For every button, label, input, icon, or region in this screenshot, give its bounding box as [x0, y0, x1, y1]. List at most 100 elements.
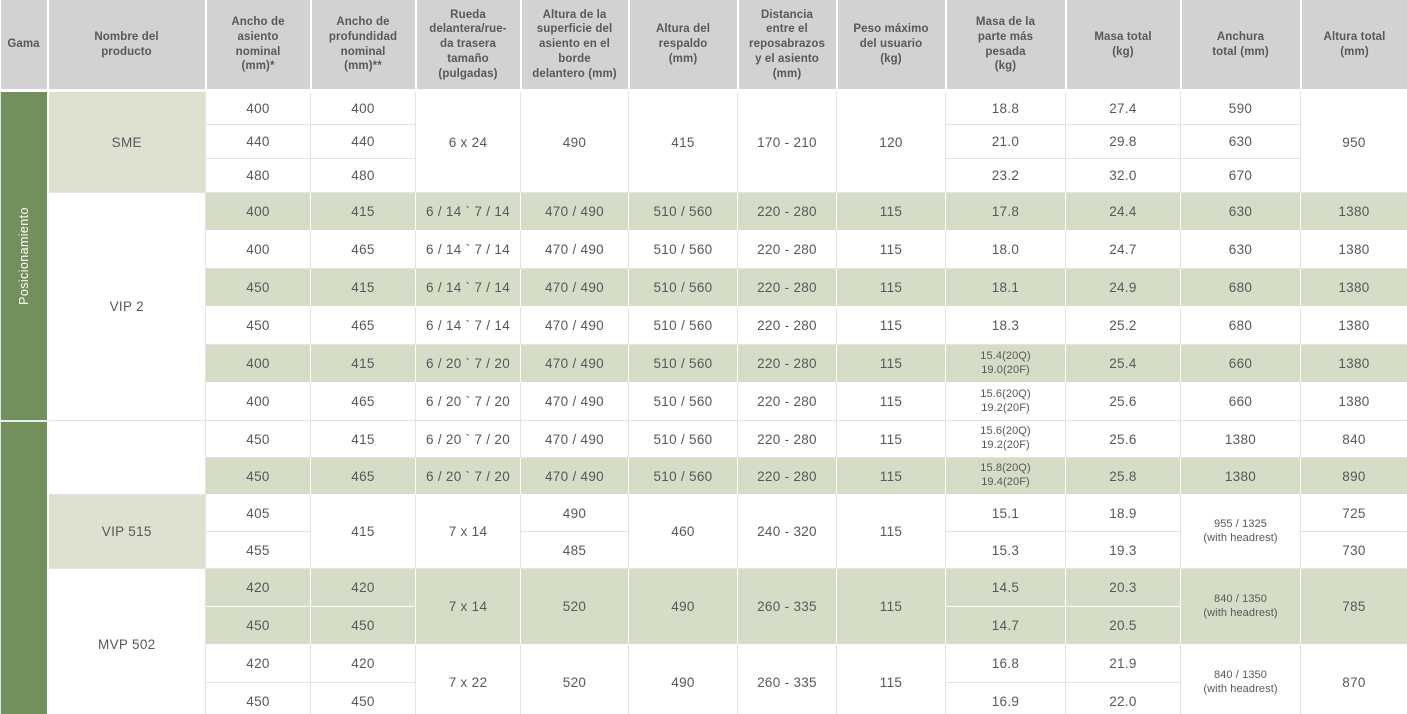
spec-cell: 115: [836, 268, 946, 307]
spec-cell: 260 - 335: [737, 568, 837, 645]
spec-cell: 440: [205, 124, 311, 159]
spec-cell: 630: [1180, 124, 1301, 159]
spec-cell: 1380: [1180, 457, 1301, 495]
spec-cell: 22.0: [1065, 682, 1181, 714]
spec-cell: 470 / 490: [520, 230, 629, 269]
spec-cell: 680: [1180, 268, 1301, 307]
spec-cell: 115: [836, 230, 946, 269]
spec-cell: 14.5: [945, 568, 1066, 607]
spec-cell: 115: [836, 382, 946, 421]
column-header: Gama: [0, 0, 49, 92]
table-row: 455 485 15.3 19.3 730: [1, 531, 1407, 569]
spec-cell: 220 - 280: [737, 344, 837, 383]
spec-cell: 660: [1180, 382, 1301, 421]
spec-cell: 485: [520, 531, 629, 569]
spec-cell: 520: [520, 644, 629, 714]
spec-cell: 260 - 335: [737, 644, 837, 714]
spec-cell: 6 / 20 ` 7 / 20: [415, 344, 521, 383]
spec-cell: 490: [520, 90, 629, 193]
spec-cell: 465: [310, 382, 416, 421]
spec-cell: 220 - 280: [737, 192, 837, 231]
header-row: Gama Nombre del producto Ancho de asiento …: [0, 0, 1407, 92]
spec-cell: 1380: [1300, 382, 1407, 421]
spec-cell: 115: [836, 344, 946, 383]
spec-cell: 400: [205, 192, 311, 231]
spec-cell: 1380: [1180, 420, 1301, 458]
spec-cell: 15.8(20Q) 19.4(20F): [945, 457, 1066, 495]
column-header: Masa total (kg): [1065, 0, 1182, 92]
spec-cell: 6 / 20 ` 7 / 20: [415, 382, 521, 421]
spec-cell: 1380: [1300, 344, 1407, 383]
product-name-cell: VIP 2: [47, 192, 206, 421]
table-row: 440 440 21.0 29.8 630: [1, 124, 1407, 159]
spec-cell: 510 / 560: [628, 457, 738, 495]
gama-cell: [0, 420, 49, 714]
spec-cell: 480: [205, 158, 311, 193]
column-header: Rueda delantera/rue- da trasera tamaño (…: [415, 0, 522, 92]
spec-cell: 220 - 280: [737, 306, 837, 345]
spec-cell: 24.4: [1065, 192, 1181, 231]
column-header: Altura del respaldo (mm): [628, 0, 739, 92]
spec-cell: 950: [1300, 90, 1407, 193]
spec-cell: 6 / 14 ` 7 / 14: [415, 268, 521, 307]
spec-cell: 115: [836, 420, 946, 458]
table-row: 400 465 6 / 14 ` 7 / 14 470 / 490 510 / 560 2…: [1, 230, 1407, 269]
spec-cell: 19.3: [1065, 531, 1181, 569]
spec-cell: 17.8: [945, 192, 1066, 231]
table-row: 480 480 23.2 32.0 670: [1, 158, 1407, 193]
gama-cell: Posicionamiento: [0, 90, 49, 422]
spec-cell: 16.9: [945, 682, 1066, 714]
spec-cell: 725: [1300, 494, 1407, 532]
column-header: Altura de la superficie del asiento en e…: [520, 0, 630, 92]
spec-cell: 520: [520, 568, 629, 645]
spec-cell: 450: [205, 420, 311, 458]
spec-cell: 115: [836, 494, 946, 569]
spec-cell: 450: [205, 606, 311, 645]
spec-cell: 24.7: [1065, 230, 1181, 269]
table-row: MVP 502 420 420 7 x 14 520 490 260 - 335 115 14.…: [1, 568, 1407, 714]
column-header: Ancho de asiento nominal (mm)*: [205, 0, 312, 92]
spec-cell: 220 - 280: [737, 230, 837, 269]
spec-cell: 7 x 14: [415, 494, 521, 569]
spec-cell: 510 / 560: [628, 344, 738, 383]
spec-cell: 115: [836, 644, 946, 714]
spec-cell: 415: [310, 494, 416, 569]
spec-cell: 590: [1180, 90, 1301, 125]
spec-cell: 6 / 14 ` 7 / 14: [415, 306, 521, 345]
spec-cell: 25.6: [1065, 420, 1181, 458]
spec-cell: 470 / 490: [520, 344, 629, 383]
table-row: 420 420 7 x 22 520 490 260 - 335 115 16.8 21.9 84…: [1, 644, 1407, 714]
spec-cell: 470 / 490: [520, 192, 629, 231]
spec-cell: 510 / 560: [628, 382, 738, 421]
spec-cell: 890: [1300, 457, 1407, 495]
spec-cell: 240 - 320: [737, 494, 837, 569]
spec-cell: 115: [836, 568, 946, 645]
table-row: Posicionamiento SME 400 400 6 x 24 490 415 170 …: [0, 90, 1407, 422]
spec-cell: 15.6(20Q) 19.2(20F): [945, 382, 1066, 421]
spec-cell: 18.9: [1065, 494, 1181, 532]
spec-cell: 470 / 490: [520, 382, 629, 421]
product-name-cell: MVP 502: [47, 568, 206, 714]
spec-cell: 15.6(20Q) 19.2(20F): [945, 420, 1066, 458]
spec-cell: 25.4: [1065, 344, 1181, 383]
spec-cell: 670: [1180, 158, 1301, 193]
spec-cell: 460: [628, 494, 738, 569]
product-name-cell: VIP 515: [47, 494, 206, 569]
spec-cell: 400: [205, 344, 311, 383]
spec-cell: 465: [310, 457, 416, 495]
table-row: 450 415 6 / 20 ` 7 / 20 470 / 490 510 / 560 2…: [0, 420, 1407, 714]
spec-cell: 21.0: [945, 124, 1066, 159]
spec-cell: 6 / 20 ` 7 / 20: [415, 457, 521, 495]
spec-cell: 415: [310, 344, 416, 383]
spec-cell: 730: [1300, 531, 1407, 569]
spec-cell: 115: [836, 306, 946, 345]
spec-cell: 415: [310, 420, 416, 458]
spec-cell: 440: [310, 124, 416, 159]
spec-cell: 510 / 560: [628, 192, 738, 231]
spec-cell: 490: [628, 568, 738, 645]
column-header: Anchura total (mm): [1180, 0, 1302, 92]
spec-cell: 450: [310, 606, 416, 645]
spec-cell: 660: [1180, 344, 1301, 383]
spec-cell: 16.8: [945, 644, 1066, 683]
spec-cell: 400: [205, 382, 311, 421]
